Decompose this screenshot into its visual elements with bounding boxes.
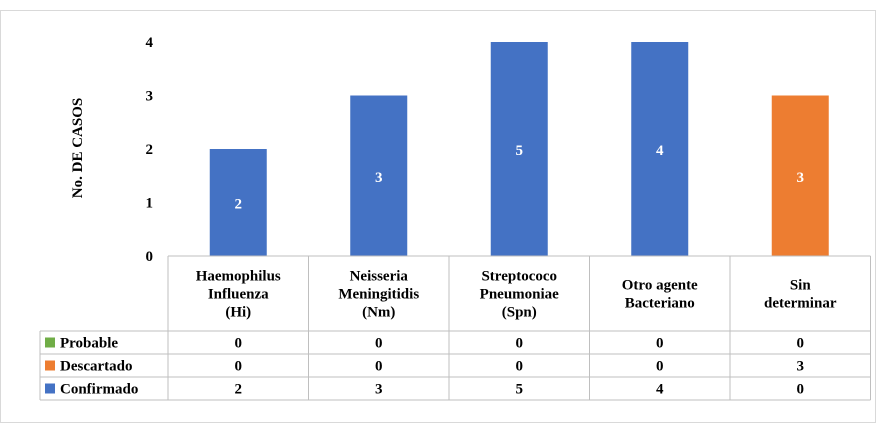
- bar: [631, 42, 689, 256]
- table-cell-value: 0: [375, 359, 383, 375]
- table-cell-value: 0: [235, 359, 243, 375]
- legend-swatch: [45, 337, 55, 348]
- table-cell-value: 0: [656, 336, 664, 352]
- category-label: Sin: [790, 278, 812, 294]
- legend-label: Descartado: [60, 359, 132, 375]
- bar-value-label: 3: [797, 170, 805, 186]
- category-label: Streptococo: [481, 269, 557, 285]
- bar: [350, 95, 408, 256]
- category-label: (Nm): [362, 305, 395, 321]
- category-label: (Spn): [502, 305, 537, 321]
- table-cell-value: 4: [656, 382, 664, 398]
- bar: [490, 42, 548, 256]
- category-label: Otro agente: [622, 278, 698, 294]
- y-tick-label: 3: [146, 89, 154, 105]
- category-label: Influenza: [208, 287, 269, 303]
- category-label: Bacteriano: [625, 296, 695, 312]
- bar-value-label: 5: [516, 143, 524, 159]
- bar-value-label: 3: [375, 170, 383, 186]
- table-cell-value: 0: [516, 336, 524, 352]
- legend-swatch: [45, 360, 55, 371]
- category-label: (Hi): [225, 305, 251, 321]
- y-tick-label: 0: [146, 249, 154, 265]
- table-cell-value: 0: [516, 359, 524, 375]
- bar: [771, 95, 829, 256]
- category-label: determinar: [764, 296, 837, 312]
- table-cell-value: 0: [797, 382, 805, 398]
- table-cell-value: 0: [797, 336, 805, 352]
- category-label: Neisseria: [350, 269, 409, 285]
- table-cell-value: 0: [235, 336, 243, 352]
- category-label: Haemophilus: [196, 269, 281, 285]
- data-table: Haemophilus Influenza (Hi) Neisseria Meningi…: [39, 255, 871, 401]
- legend-label: Confirmado: [60, 382, 138, 398]
- table-cell-value: 3: [375, 382, 383, 398]
- y-tick-label: 2: [146, 142, 154, 158]
- table-cell-value: 5: [516, 382, 524, 398]
- y-tick-labels: 0 1 2 3 4: [146, 35, 154, 265]
- category-label: Meningitidis: [338, 287, 419, 303]
- legend-swatch: [45, 383, 55, 394]
- category-label: Pneumoniae: [480, 287, 560, 303]
- y-tick-label: 4: [146, 35, 154, 51]
- table-cell-value: 0: [656, 359, 664, 375]
- y-axis-title: No. DE CASOS: [70, 98, 86, 198]
- bars-group: 2 3 5 4 3: [209, 42, 829, 256]
- bar: [209, 149, 267, 256]
- table-cell-value: 2: [235, 382, 243, 398]
- table-cell-value: 0: [375, 336, 383, 352]
- bar-value-label: 2: [235, 197, 243, 213]
- legend-label: Probable: [60, 336, 118, 352]
- y-tick-label: 1: [146, 196, 154, 212]
- bar-value-label: 4: [656, 143, 664, 159]
- table-cell-value: 3: [797, 359, 805, 375]
